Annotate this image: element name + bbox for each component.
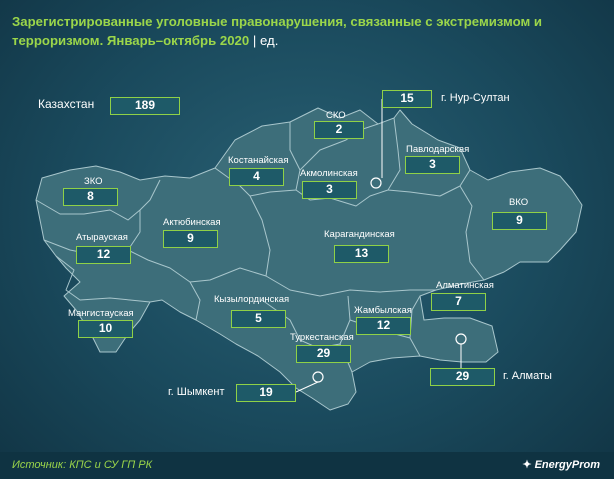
border-sko	[299, 123, 379, 171]
title-text: Зарегистрированные уголовные правонаруше…	[12, 14, 543, 48]
nur-sultan-label: г. Нур-Султан	[441, 92, 510, 104]
turkestan-label: Туркестанская	[290, 332, 354, 343]
mangistau-value-box: 10	[78, 320, 133, 338]
sko-value-box: 2	[314, 121, 364, 139]
border-akmola	[295, 117, 401, 207]
kostanay-value-box: 4	[229, 168, 284, 186]
almaty-region-value-box: 7	[431, 293, 486, 311]
zko-label: ЗКО	[84, 176, 103, 187]
nur-sultan-marker	[370, 177, 382, 189]
aktobe-label: Актюбинская	[163, 217, 221, 228]
almaty-value-box: 29	[430, 368, 495, 386]
akmola-value-box: 3	[302, 181, 357, 199]
atyrau-value-box: 12	[76, 246, 131, 264]
brand-name: EnergyProm	[534, 459, 600, 471]
title-separator: |	[252, 33, 257, 48]
almaty-label: г. Алматы	[503, 370, 552, 382]
vko-value-box: 9	[492, 212, 547, 230]
karaganda-label: Карагандинская	[324, 229, 395, 240]
zko-value-box: 8	[63, 188, 118, 206]
brand-logo: ✦ EnergyProm	[522, 458, 600, 471]
kyzylorda-value-box: 5	[231, 310, 286, 328]
border-zko	[35, 179, 161, 221]
kostanay-label: Костанайская	[228, 155, 289, 166]
footer-bar	[0, 452, 614, 479]
shymkent-leader	[295, 381, 319, 393]
border-kyzylorda	[189, 281, 201, 321]
aktobe-value-box: 9	[163, 230, 218, 248]
zhambyl-value-box: 12	[356, 317, 411, 335]
vko-label: ВКО	[509, 197, 529, 208]
border-pavlodar	[387, 169, 471, 197]
shymkent-label: г. Шымкент	[168, 386, 225, 398]
almaty-region-label: Алматинская	[436, 280, 494, 291]
country-value-box: 189	[110, 97, 180, 115]
border-vko	[459, 185, 485, 281]
border-kostanay	[249, 122, 301, 197]
country-label: Казахстан	[38, 97, 95, 111]
border-karaganda-south	[265, 275, 436, 297]
pavlodar-label: Павлодарская	[406, 144, 470, 155]
turkestan-value-box: 29	[296, 345, 351, 363]
chart-title: Зарегистрированные уголовные правонаруше…	[12, 12, 572, 50]
karaganda-value-box: 13	[334, 245, 389, 263]
sko-label: СКО	[326, 110, 346, 121]
zhambyl-label: Жамбылская	[354, 305, 412, 316]
unit-label: ед.	[260, 33, 279, 48]
pavlodar-value-box: 3	[405, 156, 460, 174]
mangistau-label: Мангистауская	[68, 308, 134, 319]
brand-icon: ✦	[522, 459, 532, 471]
border-aktobe	[127, 167, 271, 283]
kyzylorda-label: Кызылординская	[214, 294, 290, 305]
akmola-label: Акмолинская	[300, 168, 358, 179]
atyrau-label: Атырауская	[76, 232, 128, 243]
nur-sultan-value-box: 15	[382, 90, 432, 108]
border-mangistau	[55, 255, 151, 303]
shymkent-value-box: 19	[236, 384, 296, 402]
source-note: Источник: КПС и СУ ГП РК	[12, 459, 153, 471]
